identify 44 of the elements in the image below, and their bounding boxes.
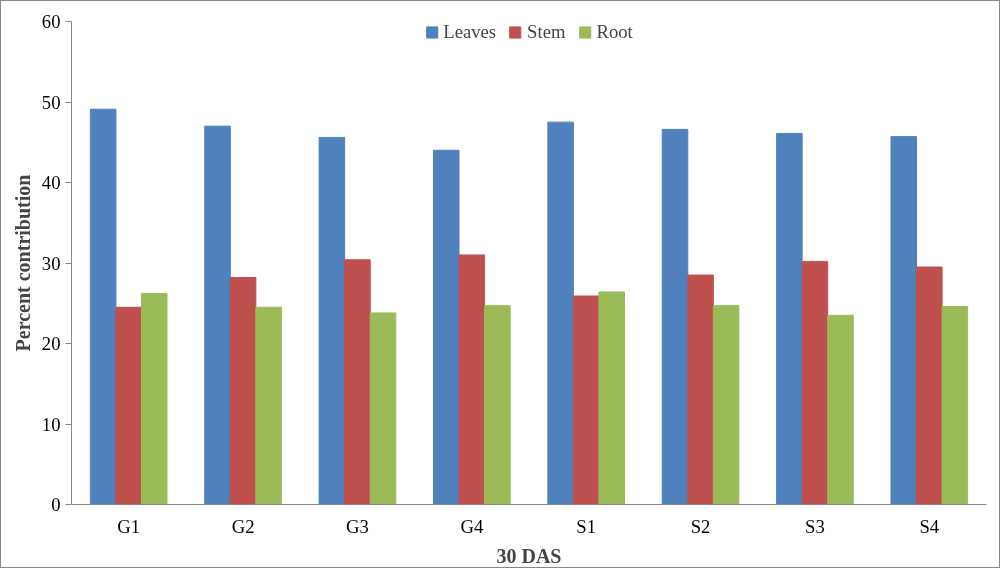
bar	[255, 306, 282, 505]
bar	[318, 136, 346, 505]
legend-label: Leaves	[443, 21, 497, 43]
y-tick-label: 50	[41, 91, 61, 113]
bar	[941, 305, 969, 505]
y-tick-label: 40	[41, 172, 61, 193]
bar	[204, 125, 231, 505]
y-tick-label: 30	[41, 252, 61, 274]
bar	[827, 314, 854, 505]
x-tick-label: S4	[919, 515, 940, 537]
legend-label: Root	[596, 21, 633, 43]
y-tick-label: 60	[41, 11, 61, 32]
x-tick-label: G4	[460, 515, 484, 537]
x-tick-label: S2	[690, 515, 711, 537]
bar	[458, 254, 486, 505]
x-tick-label: G3	[346, 515, 369, 537]
bar	[890, 136, 918, 505]
x-tick-label: G1	[117, 515, 141, 537]
bar	[598, 291, 625, 505]
y-axis-title: Percent contribution	[11, 174, 34, 352]
bar	[547, 121, 574, 505]
bar	[484, 305, 511, 505]
bar	[801, 260, 829, 505]
bar	[433, 149, 460, 505]
x-axis-title: 30 DAS	[496, 544, 562, 567]
legend-label: Stem	[527, 21, 566, 43]
bar	[229, 276, 257, 505]
bar	[140, 293, 168, 505]
x-tick-label: S1	[576, 515, 597, 537]
bar	[661, 128, 689, 505]
bar	[776, 132, 803, 505]
bar	[115, 306, 142, 505]
bar	[89, 108, 117, 505]
bar	[572, 295, 600, 505]
bar	[916, 266, 943, 505]
bar	[687, 274, 714, 505]
y-tick-label: 0	[51, 494, 61, 515]
bar	[344, 259, 371, 505]
y-tick-label: 20	[41, 333, 61, 354]
x-tick-label: S3	[805, 515, 825, 537]
y-tick-label: 10	[41, 413, 61, 435]
x-tick-label: G2	[231, 515, 255, 537]
bar	[712, 305, 740, 505]
bar	[369, 312, 397, 505]
